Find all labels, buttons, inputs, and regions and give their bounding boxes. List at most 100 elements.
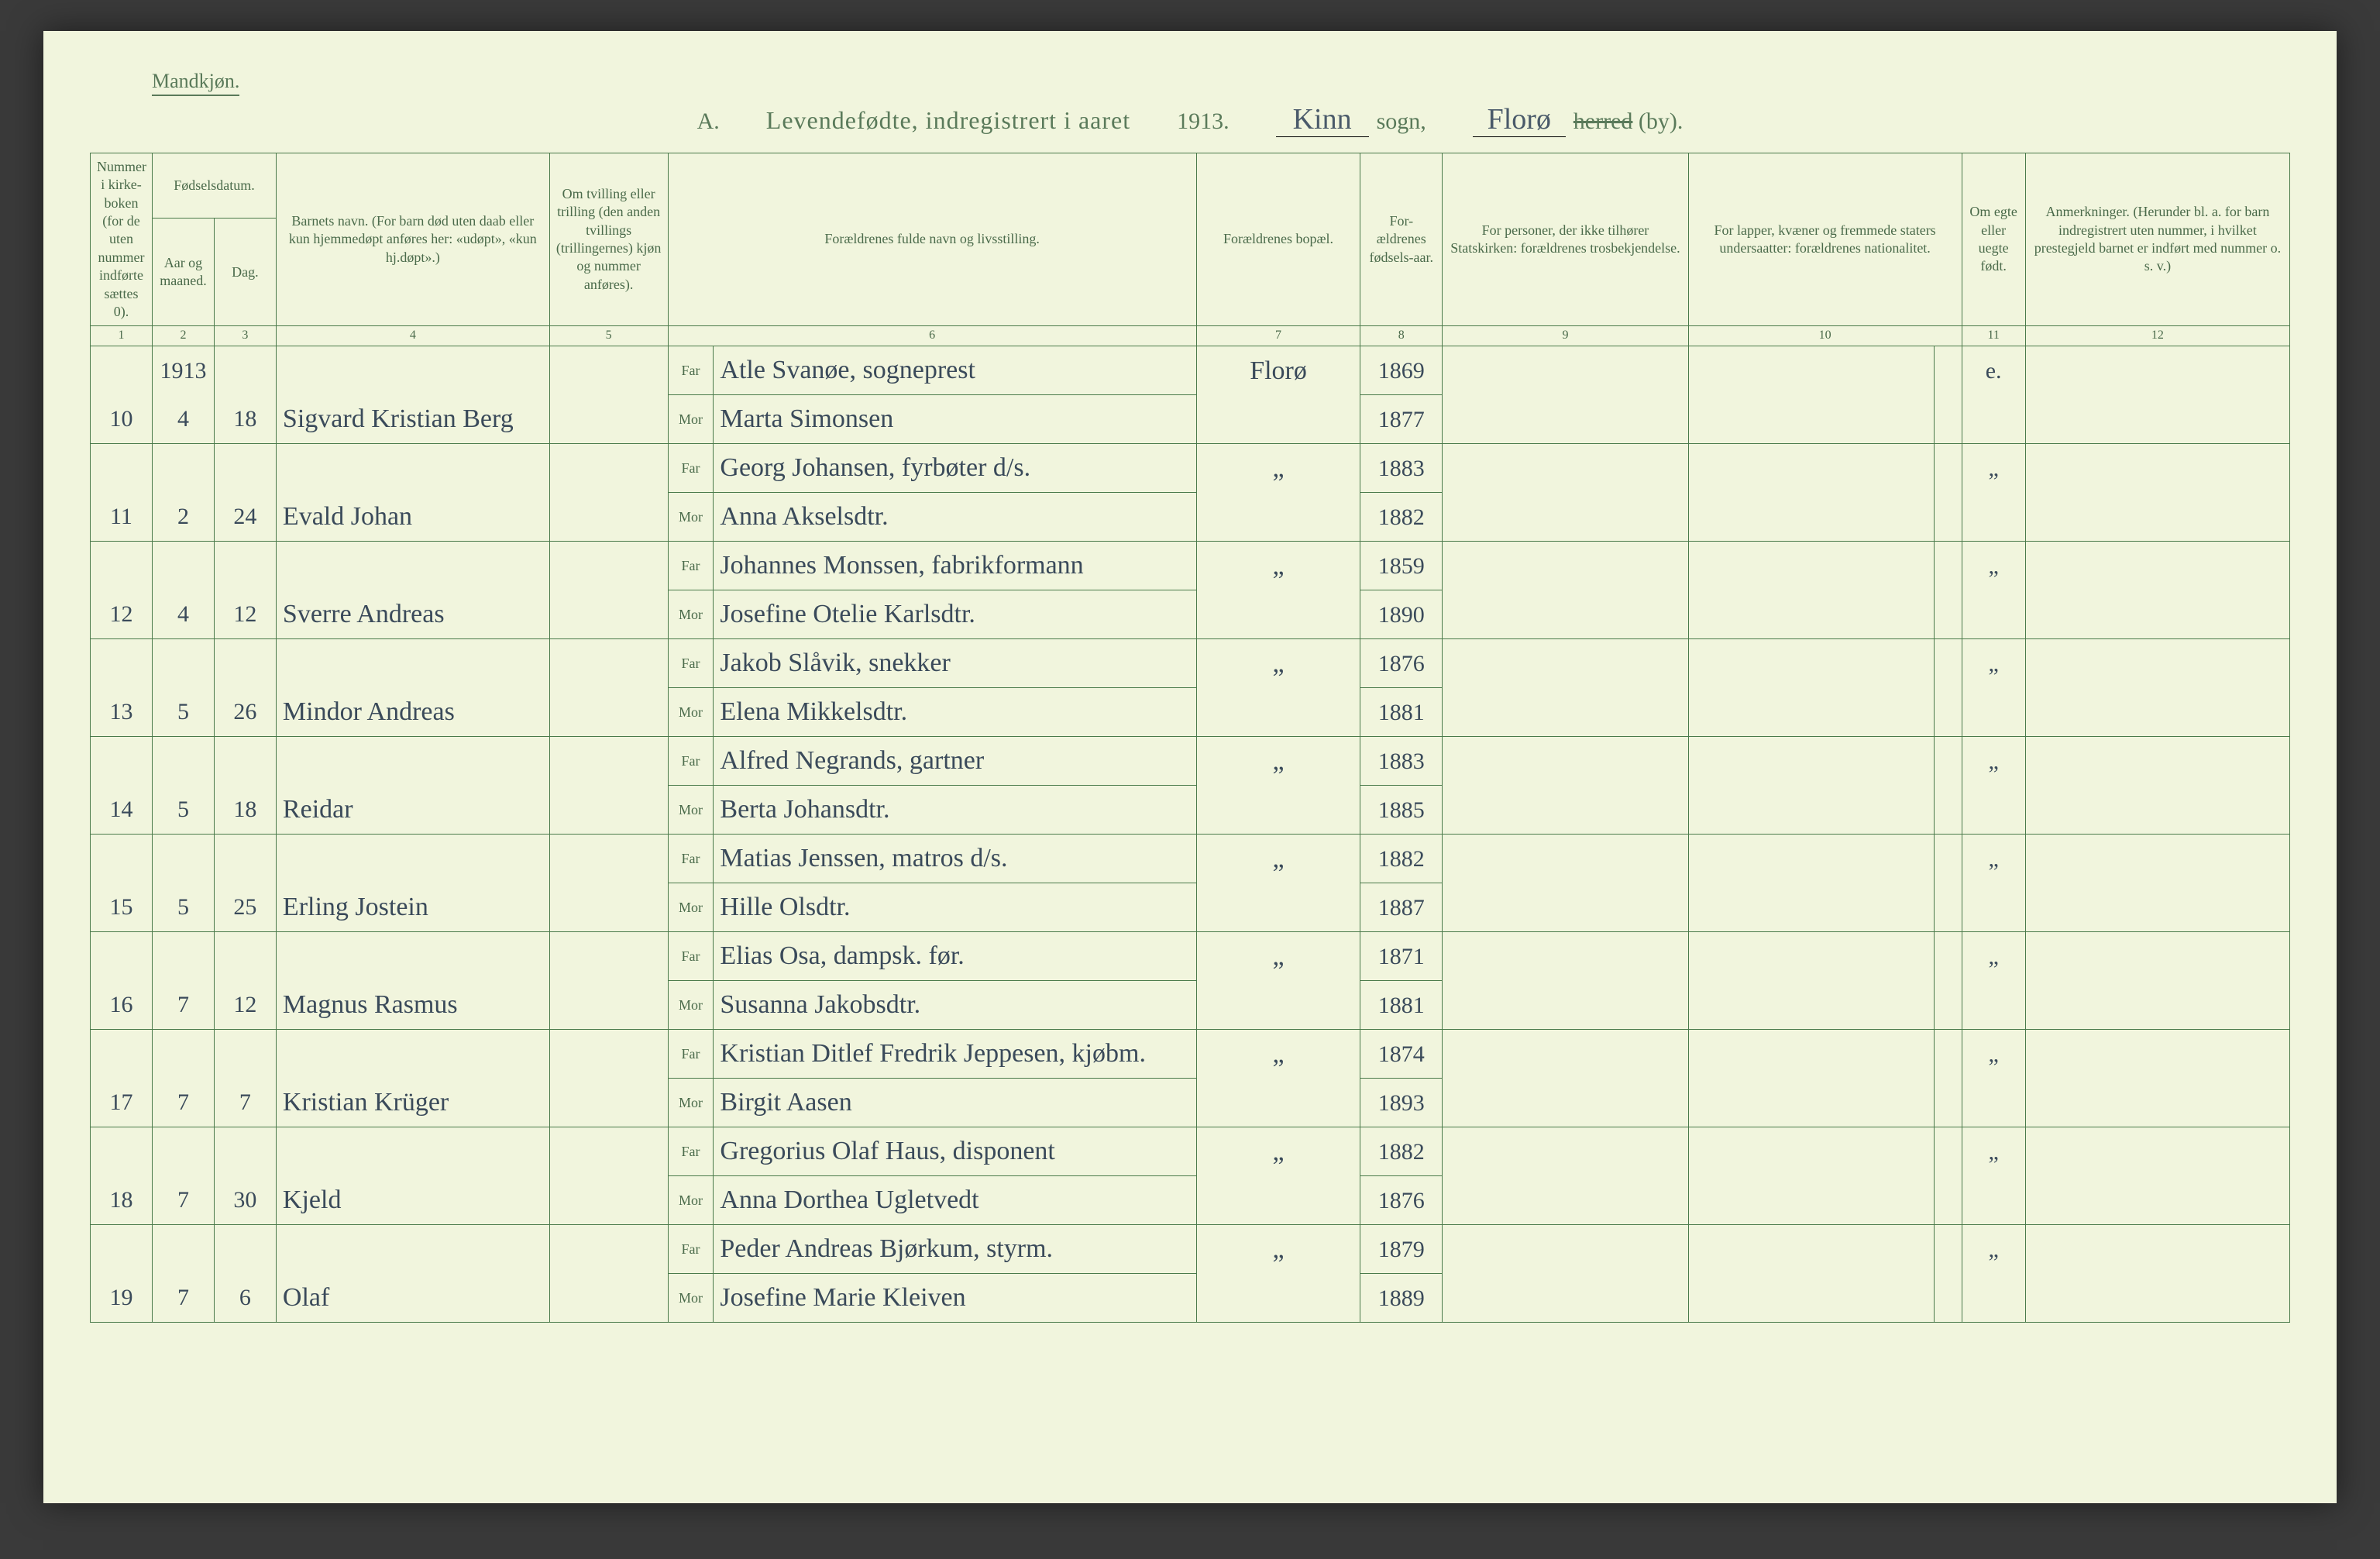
nationality-cell (1688, 1079, 1935, 1127)
month-cell: 7 (152, 1079, 214, 1127)
month-cell (152, 932, 214, 981)
day-cell (214, 737, 276, 786)
day-cell: 6 (214, 1274, 276, 1323)
bopel-cell (1196, 493, 1360, 542)
mother-name: Hille Olsdtr. (714, 883, 1196, 932)
mor-label: Mor (668, 786, 714, 835)
twin-cell (549, 835, 668, 883)
colnum: 6 (668, 326, 1196, 346)
colnum: 8 (1360, 326, 1443, 346)
nationality-cell (1688, 1127, 1935, 1176)
twin-cell (549, 444, 668, 493)
faith-cell (1443, 542, 1689, 590)
father-year: 1883 (1360, 737, 1443, 786)
egte-cell (1962, 1079, 2025, 1127)
nationality-cell (1688, 932, 1935, 981)
remarks-cell (2025, 883, 2289, 932)
father-name: Matias Jenssen, matros d/s. (714, 835, 1196, 883)
sogn-field: Kinn sogn, (1276, 104, 1426, 137)
bopel-cell (1196, 590, 1360, 639)
nationality-cell (1688, 346, 1935, 395)
far-label: Far (668, 737, 714, 786)
mother-year: 1889 (1360, 1274, 1443, 1323)
mother-name: Elena Mikkelsdtr. (714, 688, 1196, 737)
faith-cell (1443, 786, 1689, 835)
num-cell: 18 (91, 1176, 153, 1225)
title-year: 1913. (1177, 108, 1230, 135)
table-row: FarGregorius Olaf Haus, disponent„1882„ (91, 1127, 2290, 1176)
num-cell: 14 (91, 786, 153, 835)
herred-struck: herred (1573, 108, 1633, 134)
father-year: 1876 (1360, 639, 1443, 688)
colnum: 5 (549, 326, 668, 346)
faith-cell (1443, 346, 1689, 395)
day-cell (214, 932, 276, 981)
child-name: Mindor Andreas (276, 688, 549, 737)
child-name-cell (276, 835, 549, 883)
remarks-cell (2025, 932, 2289, 981)
child-name: Erling Jostein (276, 883, 549, 932)
child-name: Reidar (276, 786, 549, 835)
num-cell (91, 932, 153, 981)
egte-cell (1962, 1176, 2025, 1225)
month-cell: 4 (152, 590, 214, 639)
table-row: FarJohannes Monssen, fabrikformann„1859„ (91, 542, 2290, 590)
mor-label: Mor (668, 688, 714, 737)
nationality-cell (1688, 883, 1935, 932)
nationality-cell (1688, 395, 1935, 444)
month-cell (152, 444, 214, 493)
num-cell: 17 (91, 1079, 153, 1127)
far-label: Far (668, 835, 714, 883)
day-cell: 25 (214, 883, 276, 932)
twin-cell (549, 1030, 668, 1079)
num-cell (91, 639, 153, 688)
faith-cell (1443, 395, 1689, 444)
child-name: Kristian Krüger (276, 1079, 549, 1127)
num-cell (91, 444, 153, 493)
nationality-mark (1935, 639, 1962, 688)
mor-label: Mor (668, 590, 714, 639)
month-cell: 5 (152, 688, 214, 737)
colnum: 1 (91, 326, 153, 346)
egte-cell (1962, 883, 2025, 932)
twin-cell (549, 688, 668, 737)
table-body: 1913FarAtle Svanøe, sogneprestFlorø1869e… (91, 346, 2290, 1323)
nationality-cell (1688, 835, 1935, 883)
num-cell: 16 (91, 981, 153, 1030)
egte-cell: „ (1962, 737, 2025, 786)
nationality-cell (1688, 981, 1935, 1030)
egte-cell: „ (1962, 542, 2025, 590)
num-cell (91, 1030, 153, 1079)
table-row: 12412Sverre AndreasMorJosefine Otelie Ka… (91, 590, 2290, 639)
child-name: Evald Johan (276, 493, 549, 542)
remarks-cell (2025, 346, 2289, 395)
herred-suffix: (by). (1639, 108, 1683, 134)
twin-cell (549, 932, 668, 981)
egte-cell (1962, 493, 2025, 542)
num-cell (91, 737, 153, 786)
egte-cell: „ (1962, 444, 2025, 493)
far-label: Far (668, 1127, 714, 1176)
nationality-mark (1935, 542, 1962, 590)
mother-year: 1876 (1360, 1176, 1443, 1225)
remarks-cell (2025, 1127, 2289, 1176)
faith-cell (1443, 688, 1689, 737)
nationality-mark (1935, 1030, 1962, 1079)
twin-cell (549, 590, 668, 639)
egte-cell (1962, 395, 2025, 444)
faith-cell (1443, 835, 1689, 883)
colnum: 12 (2025, 326, 2289, 346)
col-header-2-group: Fødselsdatum. (152, 153, 276, 219)
month-cell: 1913 (152, 346, 214, 395)
child-name-cell (276, 639, 549, 688)
remarks-cell (2025, 590, 2289, 639)
mother-name: Anna Akselsdtr. (714, 493, 1196, 542)
day-cell (214, 542, 276, 590)
table-row: FarElias Osa, dampsk. før.„1871„ (91, 932, 2290, 981)
month-cell: 7 (152, 1176, 214, 1225)
month-cell: 7 (152, 981, 214, 1030)
nationality-mark (1935, 1274, 1962, 1323)
month-cell (152, 1127, 214, 1176)
month-cell (152, 1225, 214, 1274)
colnum: 11 (1962, 326, 2025, 346)
